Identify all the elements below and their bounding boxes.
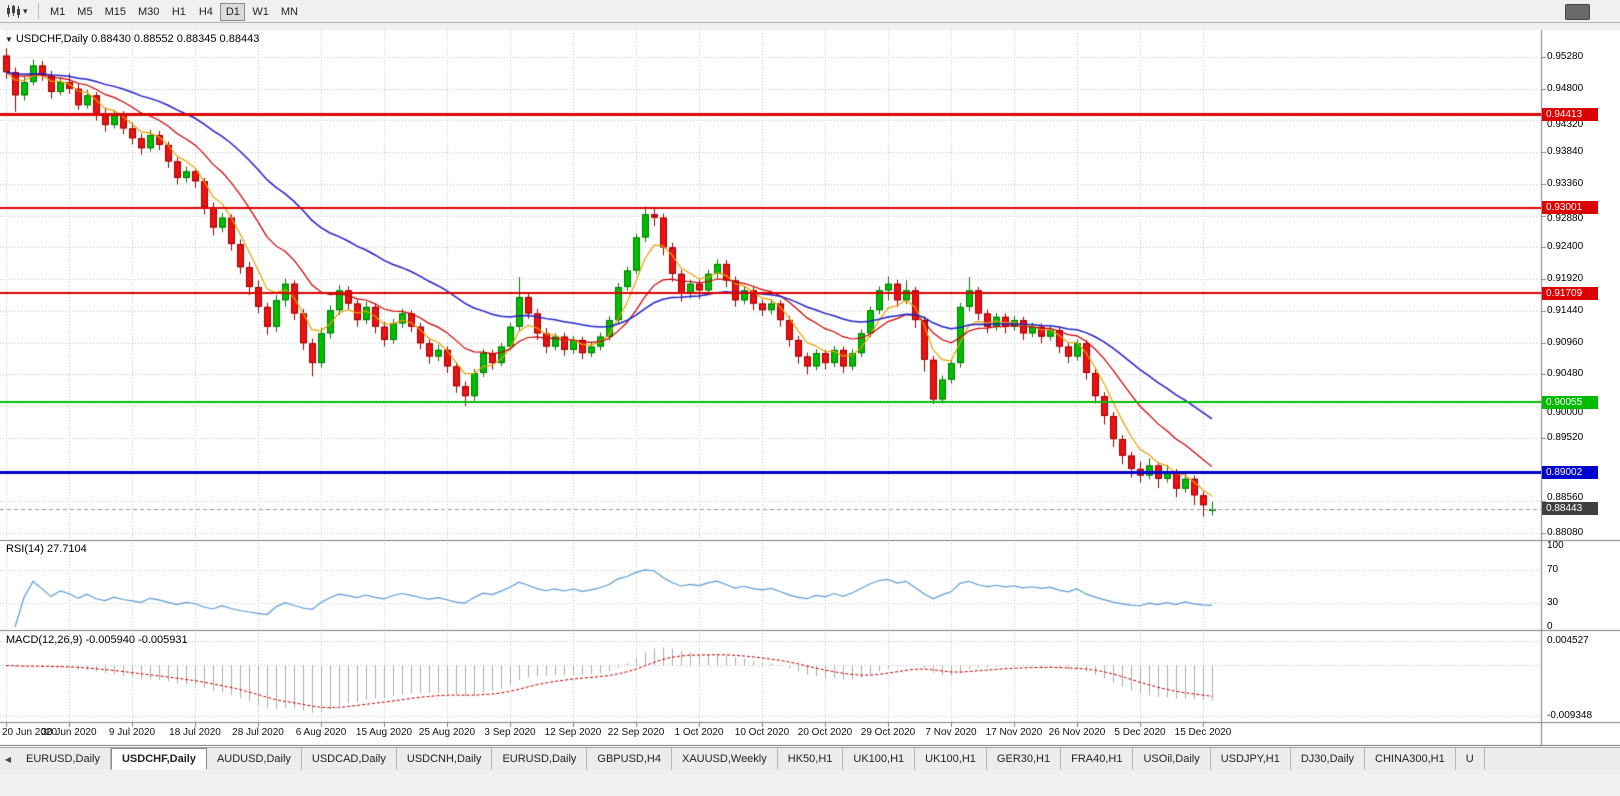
- rsi-axis-tick: 100: [1547, 540, 1564, 551]
- date-axis-label: 17 Nov 2020: [985, 727, 1043, 738]
- date-axis-label: 15 Dec 2020: [1174, 727, 1232, 738]
- bottom-strip: [0, 770, 1620, 796]
- window-icon[interactable]: [1565, 4, 1590, 20]
- timeframe-button-M5[interactable]: M5: [72, 3, 97, 21]
- date-axis-label: 15 Aug 2020: [355, 727, 413, 738]
- timeframe-button-D1[interactable]: D1: [220, 2, 246, 21]
- price-axis-tick: 0.94320: [1547, 119, 1584, 131]
- price-level-tag: 0.89002: [1542, 465, 1598, 479]
- price-axis-tick: 0.88080: [1547, 526, 1584, 538]
- date-axis-label: 6 Aug 2020: [295, 727, 347, 738]
- tab-audusd-daily[interactable]: AUDUSD,Daily: [206, 748, 302, 770]
- date-axis-label: 25 Aug 2020: [418, 727, 476, 738]
- tab-usdchf-daily[interactable]: USDCHF,Daily: [110, 748, 207, 770]
- chart-title: ▼ USDCHF,Daily 0.88430 0.88552 0.88345 0.…: [5, 33, 260, 45]
- price-axis-tick: 0.93360: [1547, 177, 1584, 189]
- tab-eurusd-daily[interactable]: EURUSD,Daily: [16, 748, 111, 770]
- price-level-tag: 0.91709: [1542, 286, 1598, 300]
- date-axis-label: 20 Jun 2020: [2, 727, 58, 738]
- tab-xauusd-weekly[interactable]: XAUUSD,Weekly: [671, 748, 778, 770]
- date-axis-label: 28 Jul 2020: [232, 727, 284, 738]
- tab-usdjpy-h1[interactable]: USDJPY,H1: [1210, 748, 1291, 770]
- macd-axis-tick: -0.009348: [1547, 710, 1593, 721]
- date-axis-label: 26 Nov 2020: [1048, 727, 1106, 738]
- price-axis-tick: 0.91920: [1547, 273, 1584, 285]
- date-axis-label: 7 Nov 2020: [925, 727, 977, 738]
- price-axis-tick: 0.88560: [1547, 491, 1584, 503]
- price-axis-tick: 0.91440: [1547, 304, 1584, 316]
- date-axis-label: 20 Oct 2020: [797, 727, 853, 738]
- chart-marker-icon: ▼: [5, 35, 13, 44]
- tab-fra40-h1[interactable]: FRA40,H1: [1061, 748, 1134, 770]
- timeframe-button-MN[interactable]: MN: [276, 3, 303, 21]
- timeframe-button-M15[interactable]: M15: [100, 3, 131, 21]
- macd-axis-tick: 0.004527: [1547, 635, 1589, 646]
- date-axis-label: 3 Sep 2020: [484, 727, 536, 738]
- date-axis-label: 1 Oct 2020: [674, 727, 724, 738]
- chart-tabs: EURUSD,Daily USDCHF,Daily AUDUSD,Daily USDC…: [16, 748, 1485, 770]
- rsi-axis-tick: 70: [1547, 564, 1559, 576]
- price-axis-tick: 0.93840: [1547, 146, 1584, 158]
- tab-china300-h1[interactable]: CHINA300,H1: [1365, 748, 1456, 770]
- chart-type-dropdown-icon[interactable]: ▾: [23, 5, 28, 16]
- date-axis-label: 9 Jul 2020: [108, 727, 156, 738]
- timeframe-toolbar: ▾ M1 M5 M15 M30 H1 H4 D1 W1 MN: [0, 0, 1620, 23]
- price-axis-tick: 0.89520: [1547, 431, 1584, 443]
- rsi-axis-tick: 30: [1547, 596, 1559, 608]
- tab-usdcad-daily[interactable]: USDCAD,Daily: [301, 748, 397, 770]
- tab-scroll-left-icon[interactable]: ◀: [4, 754, 12, 764]
- price-level-tag: 0.94413: [1542, 107, 1598, 121]
- tab-ger30-h1[interactable]: GER30,H1: [986, 748, 1062, 770]
- candlestick-chart-type-icon[interactable]: [3, 2, 23, 20]
- tab-usdcnh-daily[interactable]: USDCNH,Daily: [396, 748, 493, 770]
- tab-uk100-h1[interactable]: UK100,H1: [843, 748, 916, 770]
- macd-label: MACD(12,26,9) -0.005940 -0.005931: [6, 634, 188, 646]
- timeframe-button-M30[interactable]: M30: [133, 3, 164, 21]
- date-axis-label: 18 Jul 2020: [169, 727, 221, 738]
- tab-u[interactable]: U: [1455, 748, 1485, 770]
- tab-uk100-h1[interactable]: UK100,H1: [915, 748, 987, 770]
- price-chart-canvas[interactable]: [0, 30, 1620, 746]
- current-price-tag: 0.88443: [1542, 502, 1598, 516]
- tab-hk50-h1[interactable]: HK50,H1: [777, 748, 844, 770]
- rsi-label: RSI(14) 27.7104: [6, 543, 87, 555]
- date-axis-label: 29 Oct 2020: [860, 727, 916, 738]
- price-axis-tick: 0.90000: [1547, 407, 1584, 419]
- date-axis-label: 5 Dec 2020: [1114, 727, 1166, 738]
- tab-usoil-daily[interactable]: USOil,Daily: [1133, 748, 1211, 770]
- chart-tabbar: ◀ EURUSD,Daily USDCHF,Daily AUDUSD,Daily US…: [0, 747, 1620, 770]
- date-axis-label: 10 Oct 2020: [734, 727, 790, 738]
- price-axis-tick: 0.95280: [1547, 50, 1584, 62]
- date-axis-label: 12 Sep 2020: [544, 727, 602, 738]
- price-axis-tick: 0.92400: [1547, 241, 1584, 253]
- timeframe-button-H4[interactable]: H4: [193, 3, 218, 21]
- timeframe-button-H1[interactable]: H1: [166, 3, 191, 21]
- price-axis-tick: 0.92880: [1547, 212, 1584, 224]
- rsi-axis-tick: 0: [1547, 621, 1553, 632]
- tab-eurusd-daily[interactable]: EURUSD,Daily: [492, 748, 588, 770]
- price-axis-tick: 0.94800: [1547, 82, 1584, 94]
- tab-dj30-daily[interactable]: DJ30,Daily: [1290, 748, 1366, 770]
- timeframe-button-W1[interactable]: W1: [247, 3, 274, 21]
- timeframe-button-M1[interactable]: M1: [45, 3, 70, 21]
- timeframe-buttons: M1 M5 M15 M30 H1 H4 D1 W1 MN: [44, 2, 304, 21]
- price-axis-tick: 0.90480: [1547, 368, 1584, 380]
- price-level-tag: 0.93001: [1542, 201, 1598, 215]
- price-level-tag: 0.90055: [1542, 395, 1598, 409]
- date-axis-label: 22 Sep 2020: [607, 727, 665, 738]
- date-axis-label: 30 Jun 2020: [41, 727, 97, 738]
- toolbar-separator: [38, 3, 39, 19]
- price-axis-tick: 0.90960: [1547, 336, 1584, 348]
- tab-gbpusd-h4[interactable]: GBPUSD,H4: [587, 748, 672, 770]
